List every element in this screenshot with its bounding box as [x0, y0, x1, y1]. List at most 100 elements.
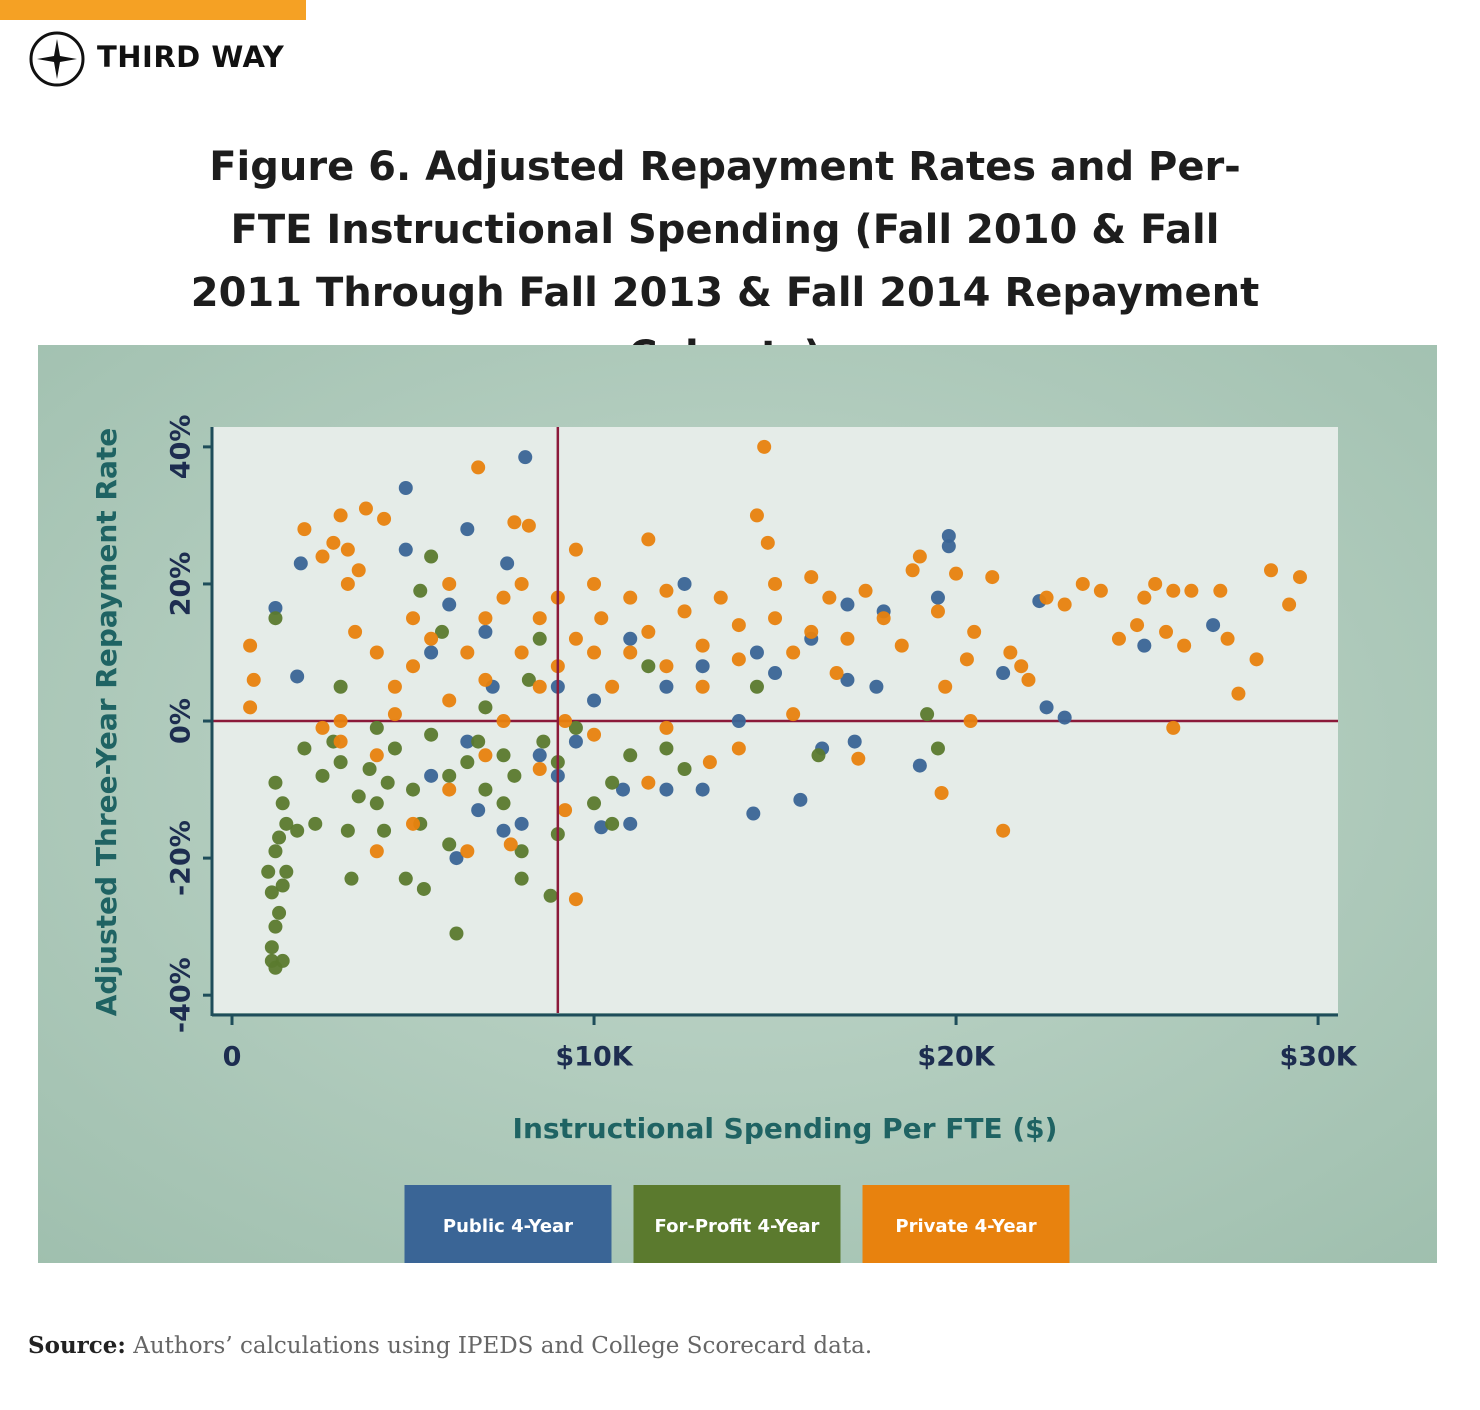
point: [1231, 686, 1246, 701]
point: [406, 816, 421, 831]
point: [333, 679, 348, 694]
point: [985, 570, 1000, 585]
point: [377, 511, 392, 526]
point: [416, 881, 431, 896]
point: [1021, 672, 1036, 687]
point: [757, 439, 772, 454]
point: [568, 892, 583, 907]
point: [532, 611, 547, 626]
point: [930, 590, 945, 605]
point: [478, 672, 493, 687]
point: [847, 734, 862, 749]
point: [829, 666, 844, 681]
point: [713, 590, 728, 605]
point: [268, 600, 283, 615]
point: [731, 618, 746, 633]
point: [406, 611, 421, 626]
legend-label: Private 4-Year: [895, 1216, 1036, 1237]
point: [731, 714, 746, 729]
point: [358, 501, 373, 516]
point: [641, 775, 656, 790]
point: [507, 768, 522, 783]
point: [786, 645, 801, 660]
point: [1292, 570, 1307, 585]
point: [702, 755, 717, 770]
point: [543, 888, 558, 903]
point: [532, 679, 547, 694]
point: [442, 597, 457, 612]
point: [1057, 710, 1072, 725]
point: [275, 953, 290, 968]
point: [478, 700, 493, 715]
point: [1148, 576, 1163, 591]
point: [532, 762, 547, 777]
point: [1264, 563, 1279, 578]
point: [869, 679, 884, 694]
point: [587, 796, 602, 811]
point: [1111, 631, 1126, 646]
point: [1057, 597, 1072, 612]
point: [268, 611, 283, 626]
point: [659, 741, 674, 756]
point: [934, 785, 949, 800]
point: [659, 659, 674, 674]
point: [340, 576, 355, 591]
point: [623, 645, 638, 660]
point: [362, 762, 377, 777]
point: [1039, 590, 1054, 605]
point: [641, 659, 656, 674]
y-axis-title: Adjusted Three-Year Repayment Rate: [90, 428, 123, 1017]
point: [967, 624, 982, 639]
point: [369, 720, 384, 735]
chart: Instructional Spending Per FTE ($) Adjus…: [38, 345, 1437, 1263]
point: [261, 864, 276, 879]
point: [275, 878, 290, 893]
point: [424, 549, 439, 564]
point: [478, 624, 493, 639]
point: [793, 792, 808, 807]
point: [811, 748, 826, 763]
point: [315, 720, 330, 735]
point: [315, 549, 330, 564]
point: [1159, 624, 1174, 639]
point: [641, 532, 656, 547]
point: [351, 563, 366, 578]
point: [587, 727, 602, 742]
point: [731, 741, 746, 756]
point: [1282, 597, 1297, 612]
point: [677, 576, 692, 591]
point: [369, 844, 384, 859]
point: [333, 714, 348, 729]
point: [424, 631, 439, 646]
point: [460, 522, 475, 537]
point: [558, 803, 573, 818]
point: [514, 816, 529, 831]
point: [449, 851, 464, 866]
point: [460, 844, 475, 859]
point: [1184, 583, 1199, 598]
point: [424, 727, 439, 742]
point: [568, 720, 583, 735]
point: [514, 645, 529, 660]
point: [521, 672, 536, 687]
point: [1075, 576, 1090, 591]
point: [268, 844, 283, 859]
point: [804, 570, 819, 585]
point: [406, 782, 421, 797]
point: [1137, 590, 1152, 605]
point: [920, 707, 935, 722]
x-tick-label: $10K: [555, 1042, 633, 1073]
point: [804, 624, 819, 639]
point: [1003, 645, 1018, 660]
point: [786, 707, 801, 722]
point: [460, 755, 475, 770]
point: [500, 556, 515, 571]
point: [471, 460, 486, 475]
point: [406, 659, 421, 674]
point: [264, 885, 279, 900]
point: [749, 679, 764, 694]
point: [876, 611, 891, 626]
point: [568, 734, 583, 749]
point: [695, 638, 710, 653]
point: [326, 535, 341, 550]
